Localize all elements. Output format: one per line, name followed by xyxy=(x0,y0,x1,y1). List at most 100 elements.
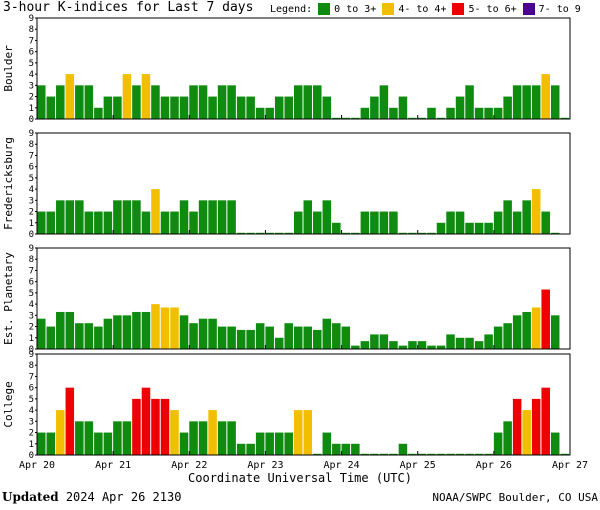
k-index-bar xyxy=(455,453,465,455)
k-index-bar xyxy=(37,211,46,234)
k-index-bar xyxy=(370,334,379,349)
k-index-bar xyxy=(246,329,255,349)
y-tick-label: 2 xyxy=(29,93,34,103)
k-index-bar xyxy=(493,211,503,234)
k-index-bar xyxy=(151,304,160,349)
k-index-bar xyxy=(522,200,531,234)
k-index-bar xyxy=(493,326,503,349)
k-index-bar xyxy=(84,211,94,234)
y-tick-label: 7 xyxy=(29,372,34,382)
k-index-bar xyxy=(389,107,398,119)
k-index-bar xyxy=(379,211,389,234)
x-tick-label: Apr 24 xyxy=(324,460,360,471)
k-index-bar xyxy=(94,211,103,234)
x-tick-label: Apr 27 xyxy=(552,460,588,471)
y-tick-label: 9 xyxy=(29,350,34,360)
y-tick-label: 1 xyxy=(29,334,34,344)
y-tick-label: 4 xyxy=(29,70,34,80)
k-index-bar xyxy=(398,232,408,234)
k-index-bar xyxy=(56,410,65,455)
k-index-bar xyxy=(141,311,151,349)
k-index-bar xyxy=(465,85,474,119)
k-index-bar xyxy=(474,222,484,234)
k-index-bar xyxy=(503,421,512,455)
k-index-bar xyxy=(427,107,436,119)
k-index-bar xyxy=(160,96,170,119)
panel-label: Fredericksburg xyxy=(2,137,15,230)
k-index-bar xyxy=(446,107,455,119)
k-index-bar xyxy=(474,453,484,455)
k-index-bar xyxy=(103,211,113,234)
k-index-bar xyxy=(274,432,284,455)
k-index-bar xyxy=(341,326,351,349)
k-index-bar xyxy=(293,85,303,119)
y-tick-label: 8 xyxy=(29,140,34,150)
y-tick-label: 5 xyxy=(29,174,34,184)
k-index-bar xyxy=(160,398,170,455)
k-index-bar xyxy=(217,421,227,455)
k-index-bar xyxy=(65,74,75,119)
k-index-bar xyxy=(493,107,503,119)
y-tick-label: 4 xyxy=(29,300,34,310)
k-index-bar xyxy=(408,232,417,234)
k-index-bar xyxy=(84,421,94,455)
k-index-bar xyxy=(103,96,113,119)
k-index-bar xyxy=(322,200,332,234)
y-tick-label: 9 xyxy=(29,244,34,254)
k-index-bar xyxy=(417,117,427,119)
k-index-bar xyxy=(351,117,360,119)
y-tick-label: 3 xyxy=(29,311,34,321)
k-index-bar xyxy=(474,341,484,349)
k-index-bar xyxy=(170,211,179,234)
k-index-bar xyxy=(522,410,531,455)
legend-item-label: 4- to 4+ xyxy=(398,3,447,15)
k-index-bar xyxy=(313,211,322,234)
k-index-bar xyxy=(189,421,198,455)
k-index-bar xyxy=(493,432,503,455)
k-index-bar xyxy=(246,443,255,455)
x-tick-label: Apr 22 xyxy=(171,460,207,471)
k-index-bar xyxy=(255,232,265,234)
k-index-bar xyxy=(179,315,189,349)
chart-title: 3-hour K-indices for Last 7 days xyxy=(3,0,254,15)
k-index-bar xyxy=(208,410,217,455)
y-tick-label: 7 xyxy=(29,36,34,46)
k-index-bar xyxy=(94,107,103,119)
k-index-bar xyxy=(122,74,132,119)
legend-swatch-red xyxy=(452,3,465,15)
k-index-bar xyxy=(503,323,512,349)
k-index-bar xyxy=(379,85,389,119)
k-index-bar xyxy=(446,211,455,234)
k-index-bar xyxy=(265,232,274,234)
k-index-bar xyxy=(465,337,474,349)
k-index-bar xyxy=(141,211,151,234)
k-index-bar xyxy=(113,421,122,455)
k-index-bar xyxy=(151,189,160,234)
k-index-bar xyxy=(255,432,265,455)
legend-item-label: 7- to 9 xyxy=(538,3,581,15)
k-index-bar xyxy=(522,85,531,119)
k-index-bar xyxy=(484,107,493,119)
k-index-bar xyxy=(360,453,370,455)
k-index-bar xyxy=(465,453,474,455)
k-index-bar xyxy=(217,200,227,234)
k-index-bar xyxy=(398,96,408,119)
k-index-bar xyxy=(227,85,236,119)
legend-swatch-yellow xyxy=(382,3,395,15)
k-index-bar xyxy=(37,318,46,349)
k-index-bar xyxy=(512,85,522,119)
y-tick-label: 7 xyxy=(29,266,34,276)
k-index-bar xyxy=(436,117,446,119)
y-tick-label: 0 xyxy=(29,345,34,355)
credit-line: NOAA/SWPC Boulder, CO USA xyxy=(432,491,598,504)
k-index-bar xyxy=(436,453,446,455)
k-index-bar xyxy=(65,200,75,234)
k-index-bar xyxy=(512,315,522,349)
k-index-bar xyxy=(436,222,446,234)
k-index-bar xyxy=(541,387,550,455)
k-index-bar xyxy=(132,200,141,234)
k-index-bar xyxy=(550,232,560,234)
y-tick-label: 2 xyxy=(29,323,34,333)
k-index-bar xyxy=(217,85,227,119)
x-tick-label: Apr 25 xyxy=(400,460,436,471)
